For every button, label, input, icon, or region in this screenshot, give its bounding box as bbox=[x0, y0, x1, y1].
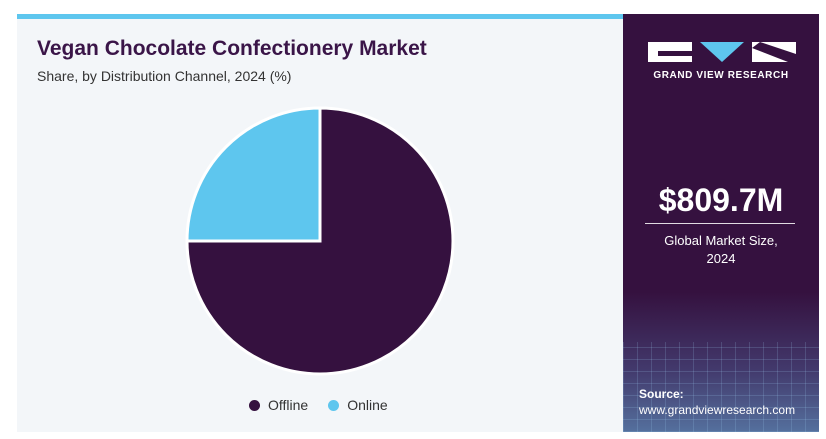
sidebar-panel: GRAND VIEW RESEARCH $809.7M Global Marke… bbox=[623, 14, 819, 432]
brand-name: GRAND VIEW RESEARCH bbox=[653, 70, 789, 81]
market-size-value: $809.7M bbox=[658, 182, 784, 218]
legend-label-online: Online bbox=[347, 397, 388, 413]
legend-swatch-offline bbox=[249, 399, 260, 411]
sidebar-glow bbox=[623, 292, 819, 432]
market-caption-line2: 2024 bbox=[706, 251, 736, 266]
market-caption-line1: Global Market Size, bbox=[664, 233, 778, 248]
market-size-caption: Global Market Size, 2024 bbox=[623, 232, 819, 268]
legend-label-offline: Offline bbox=[268, 397, 309, 413]
legend-item-online: Online bbox=[328, 397, 388, 413]
chart-subtitle: Share, by Distribution Channel, 2024 (%) bbox=[37, 68, 292, 84]
chart-legend: Offline Online bbox=[249, 397, 388, 413]
divider bbox=[645, 223, 795, 224]
chart-title: Vegan Chocolate Confectionery Market bbox=[37, 37, 427, 60]
source-label: Source: bbox=[639, 387, 684, 401]
sidebar-grid-decoration bbox=[623, 342, 819, 432]
pie-slice-online bbox=[185, 106, 322, 243]
legend-item-offline: Offline bbox=[249, 397, 308, 413]
pie-chart bbox=[185, 106, 455, 376]
chart-card: Vegan Chocolate Confectionery Market Sha… bbox=[17, 14, 623, 432]
source-link[interactable]: www.grandviewresearch.com bbox=[639, 403, 796, 417]
grand-view-logo-icon bbox=[648, 42, 796, 62]
legend-swatch-online bbox=[328, 399, 340, 411]
